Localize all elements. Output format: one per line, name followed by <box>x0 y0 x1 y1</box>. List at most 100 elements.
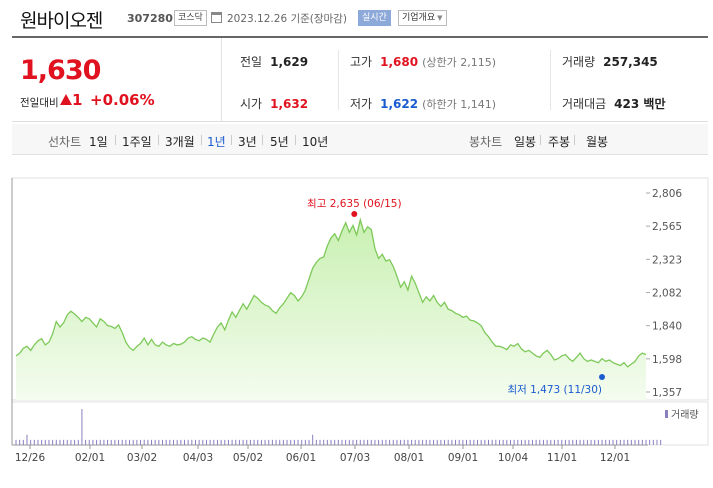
y-tick-label: 2,806 <box>652 188 682 200</box>
volume-bar <box>627 439 629 445</box>
volume-bar <box>583 439 585 445</box>
stat-label: 시가 <box>240 97 263 111</box>
volume-bar <box>103 439 105 445</box>
volume-bar <box>337 439 339 445</box>
y-tick-label: 2,323 <box>652 254 682 266</box>
realtime-button[interactable]: 실시간 <box>358 10 391 26</box>
volume-bar <box>396 439 398 445</box>
volume-bar <box>612 439 614 445</box>
market-badge: 코스닥 <box>174 10 207 26</box>
volume-bar <box>308 439 310 445</box>
tab-monthly-candle[interactable]: 월봉 <box>586 135 609 149</box>
volume-bar <box>455 439 457 445</box>
volume-bar <box>473 439 475 445</box>
volume-bar <box>213 439 215 445</box>
tab-3months[interactable]: 3개월 <box>165 135 195 149</box>
volume-bar <box>348 439 350 445</box>
volume-bar <box>601 439 603 445</box>
volume-bar <box>498 439 500 445</box>
high-marker <box>351 211 358 217</box>
volume-bar <box>623 439 625 445</box>
stat-value: 423 백만 <box>614 97 666 111</box>
volume-bar <box>330 439 332 445</box>
volume-bar <box>176 439 178 445</box>
volume-bar <box>15 439 17 445</box>
volume-bar <box>480 439 482 445</box>
volume-bar <box>183 439 185 445</box>
volume-bar <box>202 439 204 445</box>
company-overview-button[interactable]: 기업개요 ▼ <box>398 10 447 26</box>
volume-bar <box>469 439 471 445</box>
volume-bar <box>187 439 189 445</box>
high-annotation: 최고 2,635 (06/15) <box>307 198 402 210</box>
volume-bar <box>524 439 526 445</box>
volume-bar <box>147 439 149 445</box>
tab-daily-candle[interactable]: 일봉 <box>514 135 537 149</box>
volume-bar <box>282 439 284 445</box>
volume-bar <box>484 439 486 445</box>
volume-bar <box>74 439 76 445</box>
volume-bar <box>381 439 383 445</box>
volume-bar <box>114 439 116 445</box>
volume-bar <box>37 439 39 445</box>
volume-bar <box>22 439 24 445</box>
chevron-down-icon: ▼ <box>437 14 443 22</box>
volume-bar <box>99 439 101 445</box>
volume-bar <box>271 439 273 445</box>
change-value: 1 <box>72 91 83 109</box>
volume-bar <box>619 439 621 445</box>
volume-bar <box>235 439 237 445</box>
volume-bar <box>41 439 43 445</box>
volume-bar <box>107 439 109 445</box>
volume-bar <box>268 439 270 445</box>
tab-1week[interactable]: 1주일 <box>122 135 152 149</box>
volume-bar <box>220 439 222 445</box>
volume-bar <box>520 439 522 445</box>
x-tick-label: 05/02 <box>233 452 263 464</box>
candle-chart-label: 봉차트 <box>469 135 503 149</box>
volume-bar <box>52 439 54 445</box>
volume-bar <box>594 439 596 445</box>
volume-bar <box>418 439 420 445</box>
tab-5years[interactable]: 5년 <box>270 135 289 149</box>
stat-label: 거래량 <box>562 55 596 69</box>
stock-name: 원바이오젠 <box>20 10 103 32</box>
tab-weekly-candle[interactable]: 주봉 <box>548 135 571 149</box>
current-price: 1,630 <box>20 55 101 86</box>
volume-bar <box>389 439 391 445</box>
tab-1day[interactable]: 1일 <box>89 135 108 149</box>
tab-10years[interactable]: 10년 <box>302 135 329 149</box>
volume-legend-label: 거래량 <box>671 409 699 421</box>
volume-bar <box>590 439 592 445</box>
volume-bar <box>341 439 343 445</box>
up-triangle-icon <box>60 94 72 105</box>
stat-amount: 거래대금 423 백만 <box>562 94 665 114</box>
volume-bar <box>180 439 182 445</box>
change-label: 전일대비 <box>20 97 59 109</box>
stat-low: 저가 1,622 (하한가 1,141) <box>350 94 496 114</box>
tab-3years[interactable]: 3년 <box>238 135 257 149</box>
volume-bar <box>645 439 647 445</box>
stat-prev-close: 전일 1,629 <box>240 52 308 72</box>
stat-value: 257,345 <box>603 55 658 69</box>
volume-legend-swatch <box>665 410 668 418</box>
volume-bar <box>660 439 662 445</box>
volume-bar <box>477 439 479 445</box>
volume-bar <box>143 439 145 445</box>
volume-bar <box>575 439 577 445</box>
volume-bar <box>557 439 559 445</box>
volume-bar <box>249 439 251 445</box>
tab-1year[interactable]: 1년 <box>207 135 226 149</box>
volume-bar <box>301 439 303 445</box>
price-chart[interactable]: 2,806 2,565 2,323 2,082 1,840 1,598 1,357 12/2… <box>0 156 713 488</box>
volume-bar <box>403 439 405 445</box>
volume-bar <box>392 439 394 445</box>
volume-bar <box>422 439 424 445</box>
volume-bar <box>495 439 497 445</box>
volume-bar <box>425 439 427 445</box>
date-text: 2023.12.26 기준(장마감) <box>227 13 347 25</box>
volume-bar <box>323 439 325 445</box>
volume-bar <box>634 439 636 445</box>
volume-bar <box>165 439 167 445</box>
low-marker <box>599 374 605 380</box>
